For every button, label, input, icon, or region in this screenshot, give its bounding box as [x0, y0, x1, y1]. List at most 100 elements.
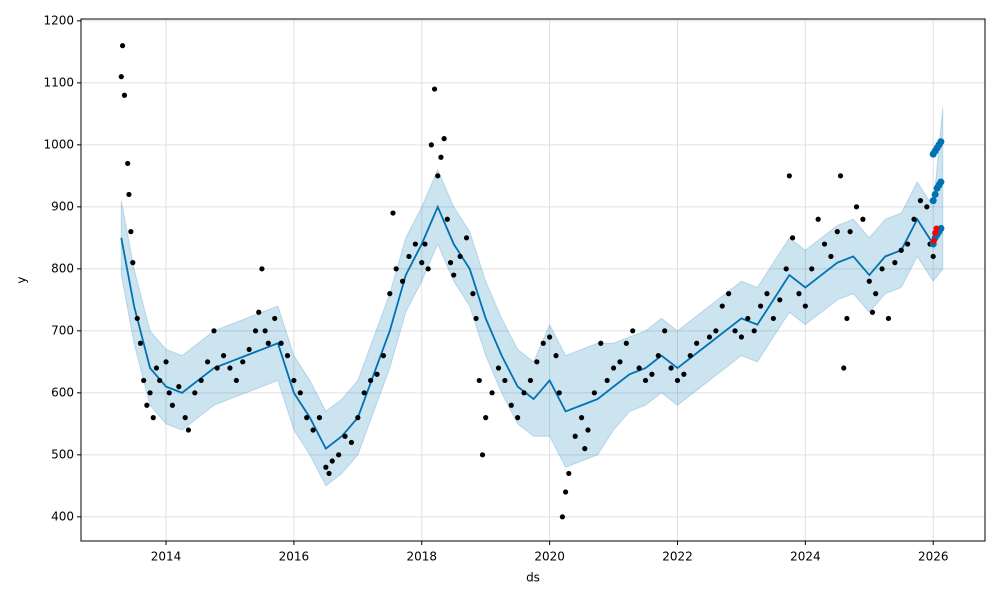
y-tick-label: 700	[51, 323, 74, 337]
point	[930, 237, 937, 244]
point	[860, 216, 866, 222]
y-tick-label: 1000	[43, 137, 74, 151]
point	[169, 402, 176, 408]
point	[348, 439, 355, 446]
point	[578, 415, 585, 421]
point	[192, 390, 198, 396]
point	[495, 365, 502, 371]
point	[844, 315, 850, 322]
point	[355, 415, 361, 421]
point	[885, 315, 892, 322]
point	[582, 446, 588, 452]
point	[144, 402, 150, 408]
point	[540, 340, 546, 346]
point	[435, 173, 441, 179]
point	[262, 328, 268, 334]
point	[553, 353, 559, 359]
point	[272, 315, 278, 322]
point	[220, 353, 227, 359]
point	[873, 291, 879, 297]
point	[134, 315, 140, 322]
point	[425, 266, 431, 272]
point	[508, 402, 514, 408]
point	[476, 377, 482, 384]
point	[783, 266, 789, 272]
point	[585, 427, 591, 433]
point	[642, 377, 649, 384]
point	[380, 353, 386, 359]
forecast-line	[120, 204, 944, 451]
point	[227, 365, 233, 371]
point	[393, 266, 399, 272]
point	[185, 427, 192, 433]
point	[233, 377, 239, 384]
point	[937, 225, 945, 233]
point	[326, 470, 332, 477]
point	[157, 377, 163, 384]
point	[694, 340, 700, 346]
y-tick-label: 900	[51, 199, 74, 213]
point	[869, 309, 876, 315]
point	[828, 253, 834, 260]
point	[399, 278, 406, 284]
point	[649, 371, 655, 377]
y-tick-label: 400	[51, 509, 74, 523]
point	[572, 433, 578, 439]
point	[745, 315, 751, 322]
point	[892, 260, 898, 266]
point	[463, 235, 470, 241]
point	[428, 142, 434, 148]
y-tick-label: 1100	[43, 75, 74, 89]
point	[130, 260, 136, 266]
point	[617, 359, 623, 365]
point	[153, 365, 160, 371]
point	[521, 390, 527, 396]
point	[847, 229, 853, 235]
y-axis-label: y	[15, 276, 29, 283]
point	[732, 328, 738, 334]
point	[204, 359, 211, 365]
point	[757, 303, 764, 309]
point	[604, 377, 610, 384]
plot-area	[81, 19, 985, 541]
point	[387, 291, 393, 297]
point	[240, 359, 246, 365]
point	[534, 359, 540, 365]
point	[713, 328, 719, 334]
point	[374, 371, 380, 377]
point	[930, 253, 936, 260]
x-tick-label: 2014	[151, 550, 182, 564]
point	[636, 365, 642, 371]
point	[726, 291, 732, 297]
point	[182, 415, 188, 421]
point	[789, 235, 796, 241]
axes-frame	[80, 18, 986, 542]
point	[796, 291, 802, 297]
point	[931, 190, 939, 198]
point	[937, 178, 945, 186]
point	[265, 340, 271, 346]
point	[502, 377, 508, 384]
point	[563, 489, 569, 495]
point	[489, 390, 495, 396]
point	[479, 452, 486, 458]
point	[329, 458, 335, 464]
point	[141, 377, 147, 384]
x-tick-label: 2016	[279, 550, 310, 564]
point	[853, 204, 860, 210]
point	[483, 415, 489, 421]
point	[559, 514, 566, 520]
y-tick-label: 600	[51, 385, 74, 399]
point	[837, 173, 844, 179]
point	[905, 241, 911, 247]
point	[256, 309, 262, 315]
point	[598, 340, 604, 346]
point	[422, 241, 428, 247]
x-tick-label: 2026	[918, 550, 949, 564]
point	[431, 86, 438, 92]
point	[751, 328, 757, 334]
point	[898, 247, 904, 253]
point	[451, 272, 457, 278]
point	[681, 371, 687, 377]
point	[368, 377, 374, 384]
